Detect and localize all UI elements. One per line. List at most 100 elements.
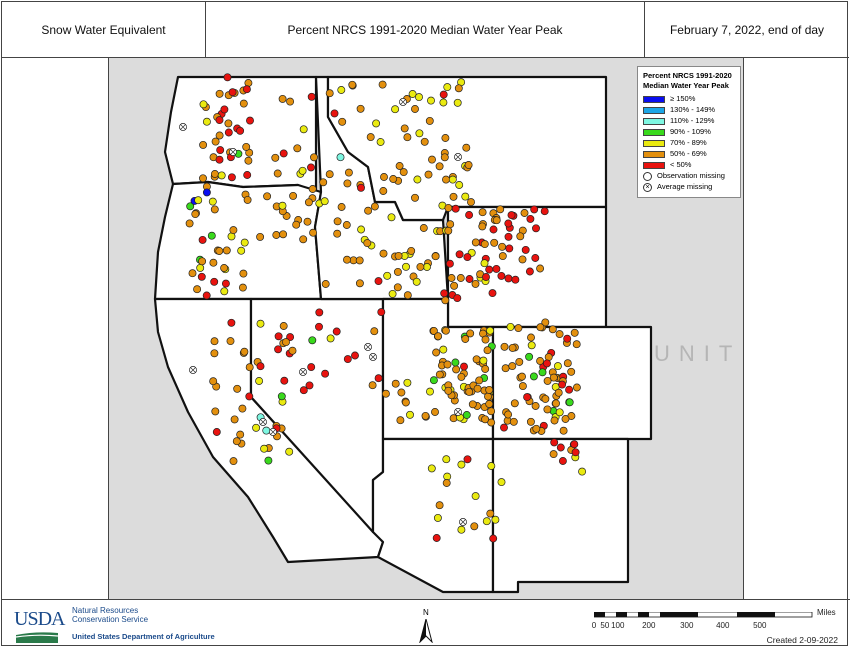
average-missing-marker[interactable] [369, 353, 377, 361]
snotel-station-dot[interactable] [243, 171, 252, 179]
snotel-station-dot[interactable] [552, 399, 560, 408]
snotel-station-dot[interactable] [554, 388, 563, 397]
snotel-station-dot[interactable] [337, 203, 346, 211]
snotel-station-dot[interactable] [449, 192, 458, 201]
snotel-station-dot[interactable] [210, 349, 219, 358]
snotel-station-dot[interactable] [242, 85, 251, 94]
snotel-station-dot[interactable] [304, 198, 313, 207]
snotel-station-dot[interactable] [208, 197, 217, 206]
snotel-station-dot[interactable] [396, 416, 405, 425]
snotel-station-dot[interactable] [381, 389, 390, 398]
snotel-station-dot[interactable] [215, 155, 224, 164]
snotel-station-dot[interactable] [202, 188, 211, 197]
snotel-station-dot[interactable] [481, 335, 490, 344]
snotel-station-dot[interactable] [468, 400, 477, 409]
snotel-station-dot[interactable] [420, 137, 429, 146]
snotel-station-dot[interactable] [460, 362, 468, 371]
snotel-station-dot[interactable] [480, 259, 489, 268]
snotel-station-dot[interactable] [523, 393, 532, 402]
snotel-station-dot[interactable] [229, 457, 238, 466]
snotel-station-dot[interactable] [343, 355, 352, 364]
snotel-station-dot[interactable] [239, 99, 248, 108]
snotel-station-dot[interactable] [238, 283, 247, 292]
snotel-station-dot[interactable] [467, 198, 475, 207]
snotel-station-dot[interactable] [451, 358, 460, 367]
snotel-station-dot[interactable] [308, 336, 317, 345]
snotel-station-dot[interactable] [485, 265, 494, 274]
snotel-station-dot[interactable] [415, 93, 423, 102]
snotel-station-dot[interactable] [240, 238, 249, 247]
snotel-station-dot[interactable] [289, 191, 298, 200]
snotel-station-dot[interactable] [548, 325, 557, 334]
snotel-station-dot[interactable] [419, 224, 428, 232]
snotel-station-dot[interactable] [482, 517, 491, 526]
snotel-station-dot[interactable] [264, 456, 273, 465]
snotel-station-dot[interactable] [256, 362, 265, 371]
snotel-station-dot[interactable] [489, 534, 498, 543]
snotel-station-dot[interactable] [498, 242, 507, 251]
average-missing-marker[interactable] [364, 343, 372, 351]
snotel-station-dot[interactable] [439, 98, 448, 107]
snotel-station-dot[interactable] [325, 89, 334, 98]
snotel-station-dot[interactable] [442, 479, 451, 487]
snotel-station-dot[interactable] [434, 332, 443, 341]
snotel-station-dot[interactable] [366, 133, 375, 142]
snotel-station-dot[interactable] [198, 257, 207, 266]
snotel-station-dot[interactable] [210, 205, 219, 214]
snotel-station-dot[interactable] [185, 219, 194, 228]
snotel-station-dot[interactable] [299, 125, 308, 134]
snotel-station-dot[interactable] [480, 240, 489, 249]
snotel-station-dot[interactable] [348, 80, 357, 89]
snotel-station-dot[interactable] [442, 455, 451, 464]
snotel-station-dot[interactable] [540, 207, 549, 216]
snotel-station-dot[interactable] [279, 149, 288, 158]
snotel-station-dot[interactable] [374, 374, 383, 383]
snotel-station-dot[interactable] [448, 175, 457, 184]
snotel-station-dot[interactable] [473, 384, 482, 393]
snotel-station-dot[interactable] [244, 156, 253, 165]
snotel-station-dot[interactable] [558, 380, 567, 389]
snotel-station-dot[interactable] [207, 231, 216, 240]
snotel-station-dot[interactable] [461, 335, 470, 343]
snotel-station-dot[interactable] [425, 116, 434, 125]
snotel-station-dot[interactable] [343, 255, 351, 264]
snotel-station-dot[interactable] [285, 447, 294, 456]
snotel-station-dot[interactable] [393, 267, 402, 276]
snotel-station-dot[interactable] [504, 410, 513, 419]
snotel-station-dot[interactable] [293, 144, 302, 153]
snotel-station-dot[interactable] [383, 271, 392, 280]
snotel-station-dot[interactable] [230, 415, 239, 424]
snotel-station-dot[interactable] [202, 117, 211, 126]
snotel-station-dot[interactable] [238, 404, 247, 413]
snotel-station-dot[interactable] [210, 170, 219, 178]
snotel-station-dot[interactable] [572, 340, 581, 349]
snotel-station-dot[interactable] [211, 137, 220, 146]
snotel-station-dot[interactable] [570, 440, 579, 449]
snotel-station-dot[interactable] [485, 385, 494, 394]
snotel-station-dot[interactable] [321, 369, 330, 378]
snotel-station-dot[interactable] [461, 192, 470, 201]
snotel-station-dot[interactable] [196, 263, 205, 272]
snotel-station-dot[interactable] [525, 267, 534, 276]
snotel-station-dot[interactable] [278, 201, 287, 210]
snotel-station-dot[interactable] [518, 255, 527, 264]
snotel-station-dot[interactable] [303, 217, 312, 226]
snotel-station-dot[interactable] [197, 272, 206, 281]
average-missing-marker[interactable] [229, 148, 237, 156]
snotel-station-dot[interactable] [374, 277, 383, 286]
snotel-station-dot[interactable] [521, 245, 530, 254]
snotel-station-dot[interactable] [497, 478, 506, 487]
snotel-station-dot[interactable] [226, 337, 235, 346]
snotel-station-dot[interactable] [274, 345, 283, 354]
snotel-station-dot[interactable] [220, 105, 229, 114]
snotel-station-dot[interactable] [427, 464, 436, 473]
snotel-station-dot[interactable] [272, 231, 281, 239]
snotel-station-dot[interactable] [402, 262, 410, 271]
snotel-station-dot[interactable] [466, 329, 475, 338]
snotel-station-dot[interactable] [191, 210, 200, 219]
snotel-station-dot[interactable] [336, 153, 345, 162]
snotel-station-dot[interactable] [220, 287, 229, 296]
snotel-station-dot[interactable] [256, 319, 265, 328]
snotel-station-dot[interactable] [465, 387, 474, 396]
snotel-station-dot[interactable] [475, 376, 484, 385]
